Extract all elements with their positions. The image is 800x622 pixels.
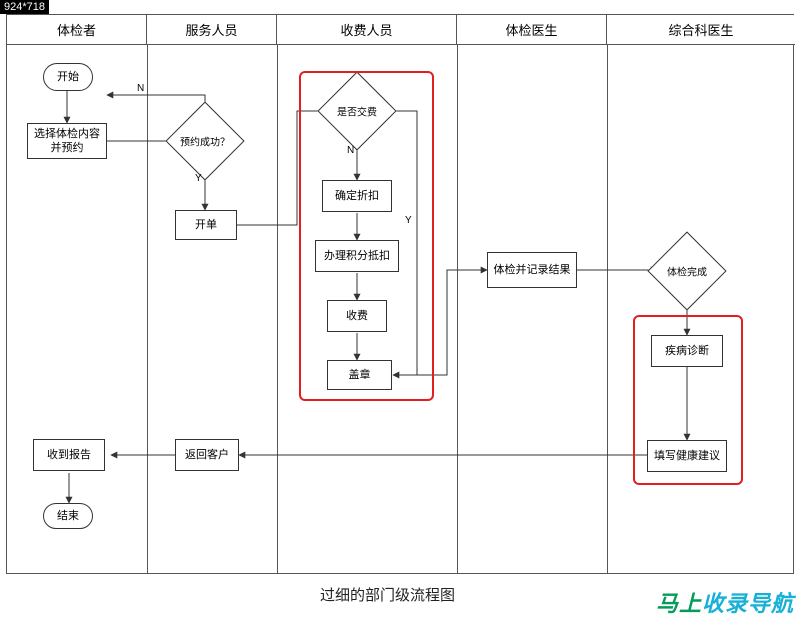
node-make-success: 预约成功？ bbox=[177, 113, 233, 169]
lane-header-general-doctor: 综合科医生 bbox=[607, 15, 795, 45]
node-return-client: 返回客户 bbox=[175, 439, 239, 471]
node-points-deduct: 办理积分抵扣 bbox=[315, 240, 399, 272]
node-select-content: 选择体检内容并预约 bbox=[27, 123, 107, 159]
node-exam-record: 体检并记录结果 bbox=[487, 252, 577, 288]
node-start: 开始 bbox=[43, 63, 93, 91]
node-is-paid-label: 是否交费 bbox=[337, 104, 377, 119]
node-end: 结束 bbox=[43, 503, 93, 529]
edge-label-y2: Y bbox=[405, 215, 412, 226]
dimensions-badge: 924*718 bbox=[0, 0, 49, 14]
watermark-part1: 马上 bbox=[656, 591, 702, 616]
lane-header-cashier: 收费人员 bbox=[277, 15, 457, 45]
node-exam-done-label: 体检完成 bbox=[667, 264, 707, 279]
lane-header-service: 服务人员 bbox=[147, 15, 277, 45]
node-exam-done: 体检完成 bbox=[659, 243, 715, 299]
node-receive-report: 收到报告 bbox=[33, 439, 105, 471]
watermark: 马上收录导航 bbox=[656, 586, 794, 618]
edge-label-n2: N bbox=[347, 145, 354, 156]
edge-label-n1: N bbox=[137, 83, 144, 94]
diagram-caption: 过细的部门级流程图 bbox=[320, 584, 455, 605]
node-stamp: 盖章 bbox=[327, 360, 392, 390]
node-discount: 确定折扣 bbox=[322, 180, 392, 212]
watermark-part2: 收录导航 bbox=[702, 591, 794, 616]
node-charge: 收费 bbox=[327, 300, 387, 332]
edge-label-y1: Y bbox=[195, 173, 202, 184]
node-make-success-label: 预约成功？ bbox=[180, 134, 230, 149]
node-diagnose: 疾病诊断 bbox=[651, 335, 723, 367]
node-open-order: 开单 bbox=[175, 210, 237, 240]
flowchart-container: 体检者 服务人员 收费人员 体检医生 综合科医生 bbox=[6, 14, 794, 574]
flowchart-edges bbox=[7, 45, 795, 575]
lane-header-exam-doctor: 体检医生 bbox=[457, 15, 607, 45]
node-health-advice: 填写健康建议 bbox=[647, 440, 727, 472]
node-is-paid: 是否交费 bbox=[329, 83, 385, 139]
lane-header-examinee: 体检者 bbox=[7, 15, 147, 45]
